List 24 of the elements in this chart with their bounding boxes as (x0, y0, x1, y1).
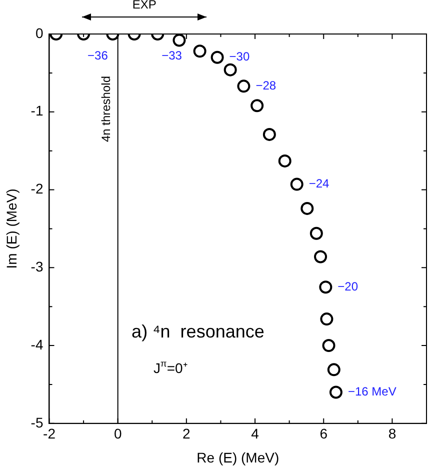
annotation: −24 (308, 176, 330, 191)
x-tick-label: 6 (320, 426, 328, 442)
y-tick-label: 0 (35, 24, 44, 41)
y-axis-title: Im (E) (MeV) (3, 188, 20, 269)
y-tick-label: -3 (30, 258, 44, 274)
annotation: −36 (88, 48, 108, 62)
y-tick-label: -4 (30, 336, 44, 352)
annotation: a) ⁴n resonance (132, 322, 264, 342)
annotation: −30 (229, 50, 250, 64)
annotation: −20 (338, 279, 358, 294)
y-tick-label: -1 (30, 102, 44, 119)
annotation: −28 (256, 78, 276, 92)
annotation: −33 (162, 48, 182, 62)
y-tick-label: -5 (30, 414, 44, 430)
x-tick-label: 4 (251, 426, 260, 442)
x-tick-label: 0 (114, 426, 122, 442)
x-tick-label: 8 (388, 426, 396, 442)
x-tick-label: -2 (43, 426, 56, 442)
annotation: −16 MeV (348, 384, 396, 399)
y-tick-label: -2 (30, 180, 44, 197)
x-tick-label: 2 (182, 426, 191, 442)
ref-line-label: 4n threshold (99, 76, 114, 142)
x-axis-title: Re (E) (MeV) (196, 449, 280, 466)
text: EXP (132, 0, 156, 12)
